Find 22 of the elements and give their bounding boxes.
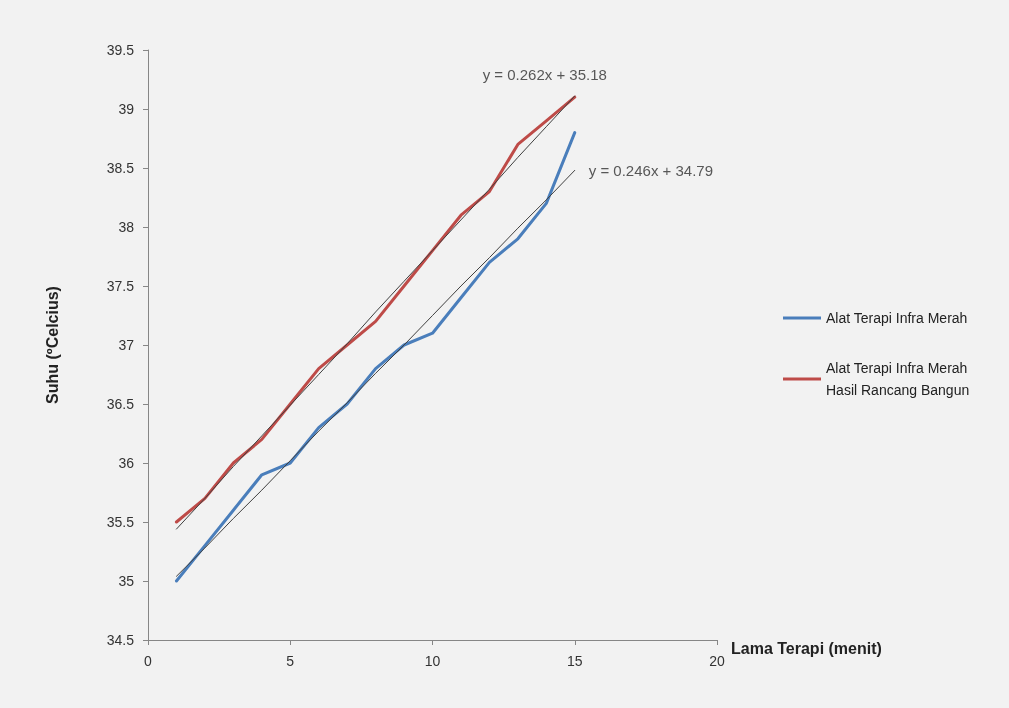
y-tick-label: 38 [118,219,135,235]
y-tick-label: 35 [118,573,135,589]
x-tick-label: 20 [709,653,725,669]
y-tick-label: 36.5 [106,396,135,412]
x-tick-label: 0 [144,653,153,669]
y-tick-label: 39 [118,101,135,117]
y-tick-label: 37.5 [106,278,135,294]
legend-label: Alat Terapi Infra Merah [826,310,968,326]
y-tick-label: 35.5 [106,514,135,530]
y-axis-title: Suhu (ºCelcius) [43,286,61,404]
x-tick-label: 10 [424,653,441,669]
y-tick-label: 36 [118,455,135,471]
annotation: y = 0.246x + 34.79 [588,161,714,179]
y-tick-label: 38.5 [106,160,135,176]
annotation: y = 0.262x + 35.18 [482,66,607,84]
x-tick-label: 5 [286,653,295,669]
legend-label: Alat Terapi Infra Merah Hasil Rancang Bangun [826,360,972,398]
y-tick-label: 34.5 [106,632,135,648]
x-tick-label: 15 [566,653,583,669]
y-tick-label: 39.5 [106,42,135,58]
y-tick-label: 37 [118,337,135,353]
x-axis-title: Lama Terapi (menit) [731,639,882,657]
